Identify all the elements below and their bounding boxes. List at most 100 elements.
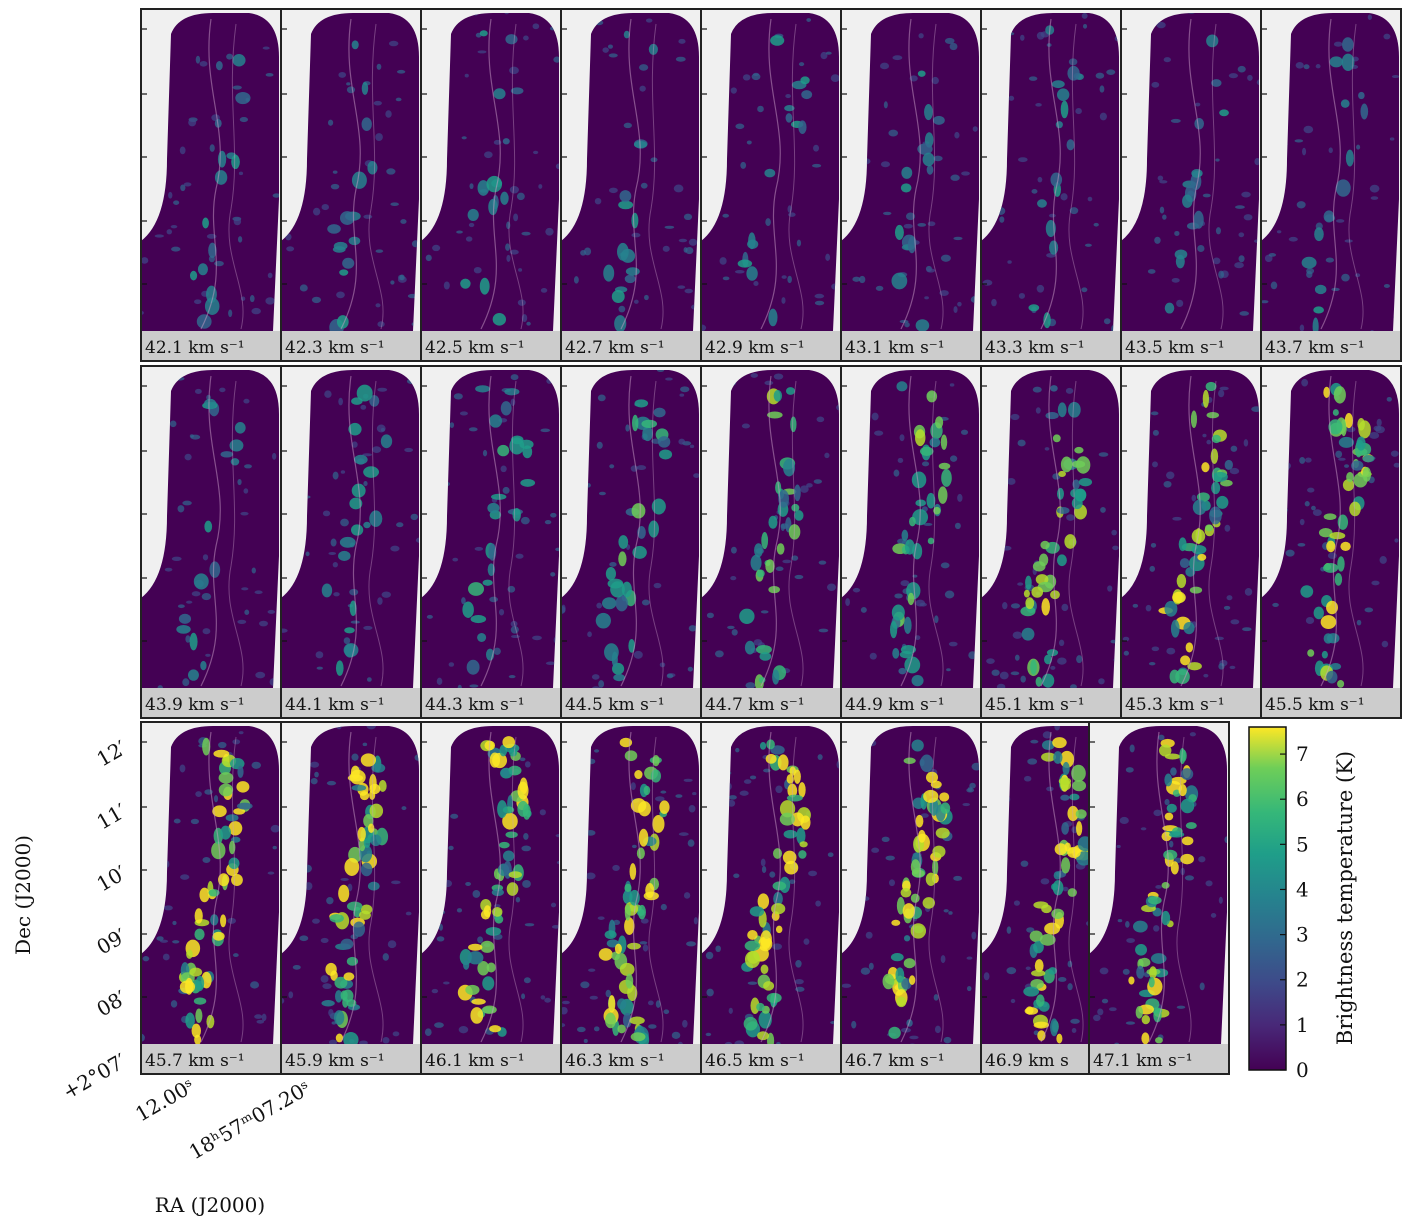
noise-spot	[395, 97, 402, 102]
noise-spot	[1044, 447, 1050, 451]
emission-spot	[801, 90, 813, 100]
noise-spot	[438, 923, 443, 931]
emission-spot	[1169, 831, 1185, 838]
emission-spot	[1045, 412, 1059, 420]
noise-spot	[675, 56, 686, 62]
noise-spot	[375, 303, 381, 308]
noise-spot	[969, 782, 976, 789]
emission-spot	[194, 1034, 202, 1044]
noise-spot	[1230, 619, 1240, 625]
noise-spot	[1071, 1027, 1077, 1034]
emission-spot	[1032, 561, 1046, 572]
label-box	[701, 331, 841, 361]
noise-spot	[272, 845, 277, 850]
noise-spot	[1075, 107, 1082, 115]
noise-spot	[1087, 196, 1093, 202]
noise-spot	[1373, 425, 1382, 432]
noise-spot	[683, 892, 691, 899]
noise-spot	[1306, 270, 1313, 279]
emission-spot	[1021, 627, 1035, 641]
noise-spot	[1106, 69, 1116, 75]
velocity-label: 42.3 km s⁻¹	[285, 338, 385, 358]
noise-spot	[1215, 227, 1221, 235]
emission-spot	[1071, 764, 1086, 782]
noise-spot	[401, 806, 407, 811]
emission-spot	[744, 640, 756, 655]
emission-spot	[1205, 524, 1214, 532]
noise-spot	[607, 44, 613, 49]
emission-spot	[1128, 976, 1135, 985]
channel-panel: 45.9 km s⁻¹	[280, 721, 422, 1075]
emission-spot	[1040, 540, 1050, 550]
emission-spot	[1172, 591, 1186, 604]
noise-spot	[966, 956, 973, 960]
noise-spot	[338, 397, 344, 406]
noise-spot	[773, 373, 784, 380]
noise-spot	[1206, 439, 1212, 445]
noise-spot	[623, 122, 632, 129]
emission-spot	[1174, 249, 1188, 260]
emission-spot	[1313, 306, 1324, 314]
emission-spot	[890, 953, 904, 962]
emission-spot	[1323, 386, 1330, 398]
emission-spot	[1023, 589, 1030, 598]
emission-spot	[615, 595, 628, 612]
emission-spot	[608, 995, 616, 1013]
emission-spot	[1039, 933, 1056, 946]
emission-spot	[465, 984, 480, 995]
noise-spot	[836, 760, 839, 769]
noise-spot	[219, 387, 226, 393]
noise-spot	[509, 66, 519, 75]
emission-spot	[189, 632, 198, 651]
contour	[1348, 380, 1364, 687]
emission-spot	[1049, 240, 1059, 255]
noise-spot	[292, 964, 301, 970]
emission-spot	[1164, 812, 1174, 821]
emission-spot	[1075, 809, 1087, 819]
contour	[928, 380, 944, 687]
noise-spot	[1151, 81, 1160, 88]
noise-spot	[687, 839, 695, 847]
emission-spot	[480, 909, 491, 920]
emission-spot	[1324, 214, 1336, 222]
noise-spot	[1364, 607, 1374, 613]
contour	[228, 23, 244, 330]
emission-spot	[189, 967, 203, 977]
noise-spot	[1296, 201, 1306, 209]
noise-spot	[741, 423, 750, 429]
noise-spot	[655, 1000, 661, 1008]
noise-spot	[328, 551, 337, 555]
emission-spot	[229, 439, 244, 452]
noise-spot	[1010, 413, 1020, 421]
noise-spot	[1010, 671, 1020, 676]
noise-spot	[256, 1019, 265, 1024]
velocity-label: 42.5 km s⁻¹	[425, 338, 525, 358]
emission-spot	[771, 903, 786, 915]
emission-spot	[773, 389, 783, 402]
noise-spot	[1276, 230, 1282, 234]
emission-spot	[1318, 527, 1333, 538]
noise-spot	[813, 144, 820, 152]
emission-spot	[1191, 170, 1202, 178]
noise-spot	[584, 247, 592, 256]
noise-spot	[602, 47, 609, 53]
emission-spot	[1067, 401, 1081, 418]
noise-spot	[1114, 1042, 1120, 1044]
emission-spot	[900, 183, 912, 193]
emission-spot	[1335, 179, 1351, 197]
emission-spot	[1332, 409, 1339, 416]
noise-spot	[881, 836, 890, 843]
noise-spot	[523, 833, 529, 840]
noise-spot	[1202, 193, 1211, 198]
noise-spot	[609, 464, 615, 469]
channel-panel: 44.5 km s⁻¹	[560, 365, 702, 719]
noise-spot	[509, 249, 519, 255]
noise-spot	[472, 890, 481, 898]
noise-spot	[1302, 147, 1307, 156]
channel-panel: 42.3 km s⁻¹	[280, 8, 422, 362]
noise-spot	[796, 239, 802, 247]
emission-spot	[1170, 861, 1179, 875]
noise-spot	[749, 775, 757, 780]
emission-spot	[502, 138, 510, 145]
emission-spot	[643, 785, 651, 796]
